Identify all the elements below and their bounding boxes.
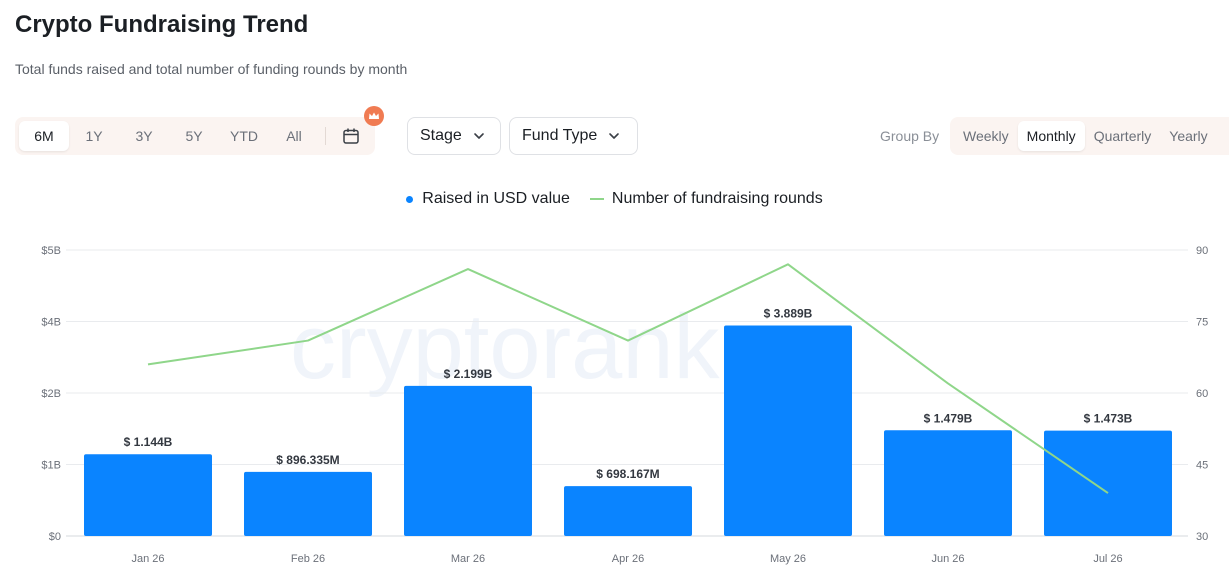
group-by-label: Group By [880,128,940,144]
x-tick-label: Apr 26 [612,553,644,565]
bar-jun-26 [884,430,1012,536]
legend-item-raised[interactable]: Raised in USD value [406,190,570,208]
legend-item-rounds[interactable]: Number of fundraising rounds [589,190,823,208]
group-quarterly-button[interactable]: Quarterly [1093,128,1152,144]
x-tick-label: Jan 26 [131,553,164,565]
group-weekly-button[interactable]: Weekly [963,128,1009,144]
bar-data-label: $ 1.144B [124,435,173,449]
range-5y-button[interactable]: 5Y [185,128,203,144]
x-tick-label: Jul 26 [1093,553,1122,565]
bar-may-26 [724,325,852,536]
x-tick-label: Jun 26 [931,553,964,565]
legend-line-icon [589,198,604,200]
bar-feb-26 [244,471,372,536]
stage-dropdown-label: Stage [420,127,462,144]
chevron-down-icon [607,129,621,143]
y-right-tick-label: 90 [1196,245,1208,257]
bar-mar-26 [404,385,532,536]
y-left-tick-label: $2B [41,388,61,400]
bar-data-label: $ 1.473B [1084,412,1133,426]
y-left-tick-label: $1B [41,460,61,472]
chart-legend: Raised in USD value Number of fundraisin… [0,190,1229,208]
group-by-selector: Weekly Monthly Quarterly Yearly [950,117,1229,155]
bar-data-label: $ 3.889B [764,306,813,320]
bar-apr-26 [564,486,692,536]
bar-data-label: $ 2.199B [444,367,493,381]
bar-data-label: $ 1.479B [924,411,973,425]
legend-dot-icon [406,195,414,203]
range-3y-button[interactable]: 3Y [135,128,153,144]
bar-jan-26 [84,454,212,536]
fundraising-chart: cryptorank $ 1.144B $ 896.335M $ 2.199B $ 6… [41,245,1208,565]
range-ytd-button[interactable]: YTD [230,128,258,144]
y-left-tick-label: $5B [41,245,61,257]
y-right-tick-label: 45 [1196,460,1208,472]
watermark: cryptorank [290,296,720,398]
range-divider [325,127,326,145]
range-all-button[interactable]: All [286,128,302,144]
legend-label-raised: Raised in USD value [422,190,570,207]
y-right-tick-label: 30 [1196,531,1208,543]
bar-data-label: $ 896.335M [276,453,339,467]
y-right-tick-label: 75 [1196,317,1208,329]
page-title: Crypto Fundraising Trend [15,11,309,38]
crown-icon [364,106,384,126]
stage-dropdown[interactable]: Stage [407,117,501,155]
bar-jul-26 [1044,430,1172,536]
page-subtitle: Total funds raised and total number of f… [15,61,408,77]
fund-type-dropdown[interactable]: Fund Type [509,117,638,155]
y-left-tick-label: $4B [41,317,61,329]
y-right-tick-label: 60 [1196,388,1208,400]
time-range-selector: 6M 1Y 3Y 5Y YTD All [15,117,375,155]
range-1y-button[interactable]: 1Y [85,128,103,144]
x-tick-label: May 26 [770,553,806,565]
chevron-down-icon [472,129,486,143]
group-yearly-button[interactable]: Yearly [1169,128,1208,144]
legend-label-rounds: Number of fundraising rounds [611,190,823,207]
fund-type-dropdown-label: Fund Type [522,127,598,144]
y-left-tick-label: $0 [49,531,61,543]
x-tick-label: Mar 26 [451,553,485,565]
calendar-icon[interactable] [336,121,366,151]
group-monthly-button[interactable]: Monthly [1017,121,1085,151]
x-tick-label: Feb 26 [291,553,325,565]
range-6m-button[interactable]: 6M [19,121,69,151]
bar-data-label: $ 698.167M [596,467,659,481]
